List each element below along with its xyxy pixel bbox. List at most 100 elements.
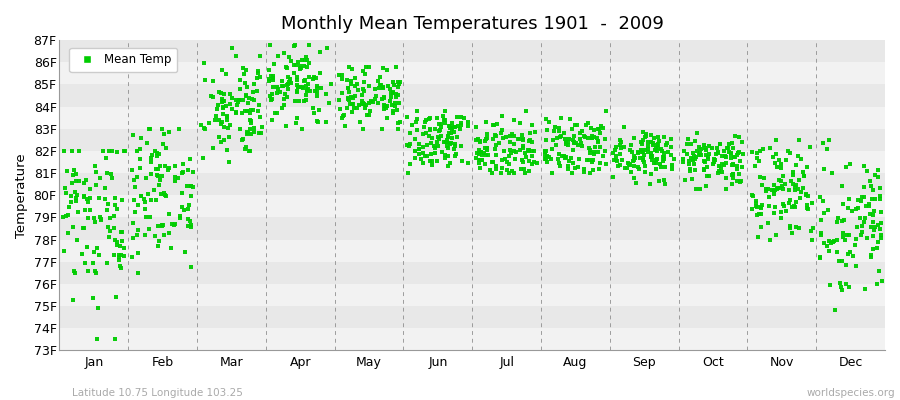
Point [635, 129, 650, 135]
Point [637, 147, 652, 153]
Point [400, 170, 415, 176]
Point [68, 267, 82, 274]
Point [580, 156, 595, 163]
Point [516, 159, 530, 166]
Point [841, 205, 855, 212]
Point [391, 92, 405, 99]
Point [857, 163, 871, 169]
Point [416, 131, 430, 137]
Point [699, 164, 714, 170]
Point [781, 200, 796, 206]
Point [183, 156, 197, 163]
Point [236, 135, 250, 142]
Point [686, 150, 700, 156]
Point [290, 76, 304, 83]
Point [220, 147, 235, 153]
Point [688, 138, 702, 144]
Point [392, 78, 407, 85]
Point [649, 166, 663, 172]
Point [559, 154, 573, 160]
Point [353, 119, 367, 126]
Bar [59, 262, 885, 284]
Point [470, 150, 484, 156]
Point [292, 98, 306, 104]
Point [302, 80, 316, 87]
Point [624, 142, 638, 148]
Point [184, 224, 198, 230]
Point [608, 147, 623, 154]
Point [850, 224, 865, 230]
Point [688, 156, 702, 162]
Text: Latitude 10.75 Longitude 103.25: Latitude 10.75 Longitude 103.25 [72, 388, 243, 398]
Point [76, 179, 91, 186]
Point [585, 134, 599, 141]
Point [793, 195, 807, 202]
Point [698, 142, 712, 148]
Point [112, 254, 126, 260]
Point [598, 148, 612, 154]
Point [239, 108, 254, 114]
Point [842, 196, 856, 202]
Point [722, 149, 736, 156]
Point [340, 94, 355, 101]
Point [271, 53, 285, 59]
Point [65, 148, 79, 154]
Point [444, 125, 458, 132]
Point [308, 88, 322, 94]
Point [479, 152, 493, 159]
Point [678, 177, 692, 184]
Point [307, 110, 321, 116]
Point [444, 130, 458, 136]
Point [290, 82, 304, 89]
Point [635, 137, 650, 143]
Point [297, 62, 311, 69]
Point [212, 134, 226, 140]
Point [266, 83, 280, 90]
Point [558, 154, 572, 161]
Point [112, 243, 127, 250]
Point [141, 226, 156, 232]
Point [551, 156, 565, 162]
Point [389, 93, 403, 100]
Point [345, 109, 359, 116]
Point [684, 155, 698, 162]
Point [598, 161, 613, 168]
Point [788, 186, 802, 193]
Point [796, 173, 811, 179]
Point [347, 93, 362, 100]
Point [870, 244, 885, 251]
Point [636, 158, 651, 165]
Point [296, 97, 310, 104]
Point [293, 63, 308, 69]
Point [855, 229, 869, 235]
Point [583, 170, 598, 176]
Point [392, 81, 406, 87]
Point [774, 164, 788, 171]
Point [320, 44, 335, 51]
Point [585, 159, 599, 165]
Point [162, 129, 176, 136]
Point [357, 100, 372, 107]
Point [59, 168, 74, 174]
Point [799, 191, 814, 197]
Bar [59, 129, 885, 151]
Point [235, 137, 249, 143]
Point [793, 156, 807, 163]
Point [80, 268, 94, 274]
Point [783, 150, 797, 157]
Point [461, 160, 475, 166]
Point [429, 114, 444, 121]
Point [78, 176, 93, 183]
Point [345, 65, 359, 72]
Point [649, 144, 663, 151]
Point [410, 116, 425, 123]
Point [127, 197, 141, 204]
Point [68, 270, 83, 276]
Point [502, 153, 517, 160]
Point [698, 147, 713, 153]
Point [675, 159, 689, 166]
Point [112, 252, 126, 258]
Point [386, 108, 400, 114]
Point [842, 284, 856, 290]
Point [542, 119, 556, 125]
